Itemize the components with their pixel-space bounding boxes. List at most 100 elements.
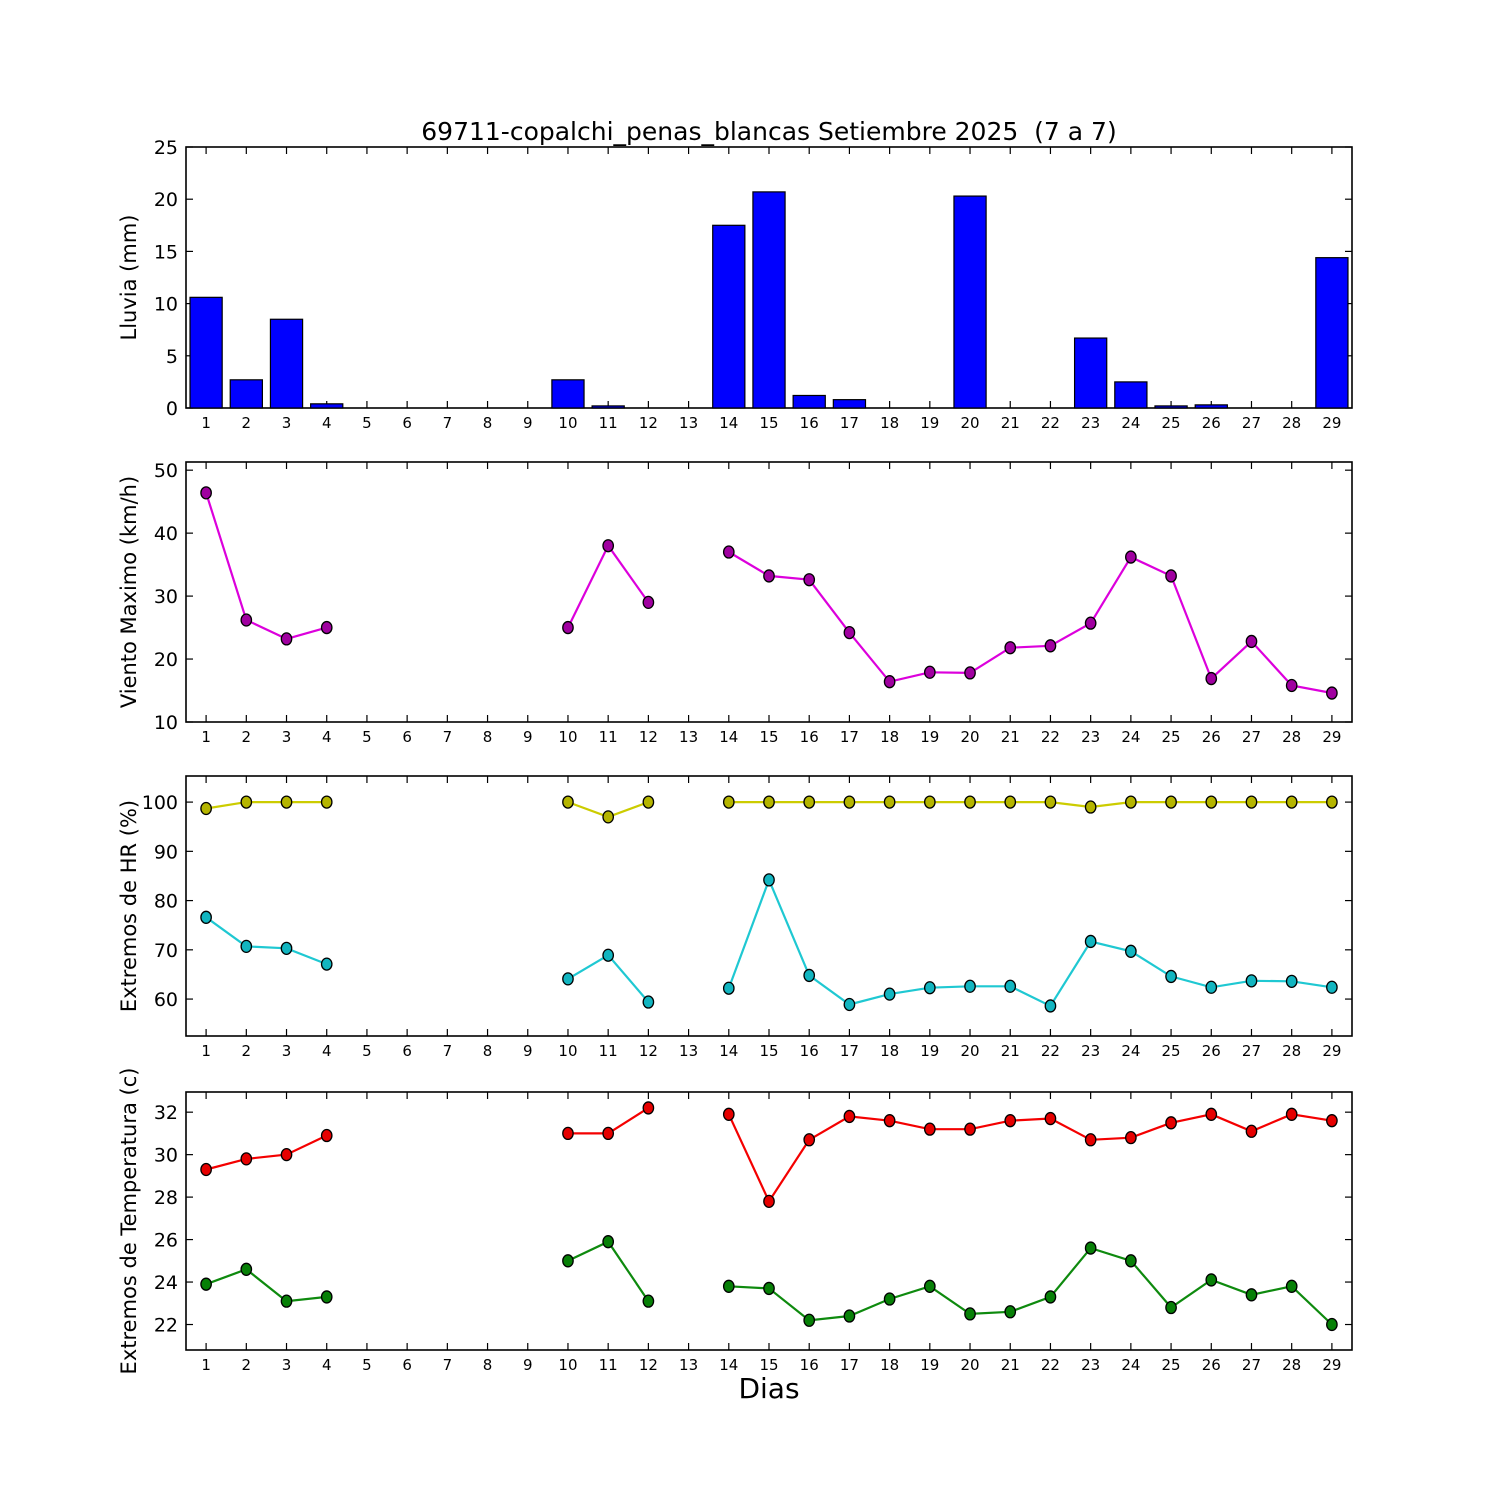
x-tick-label: 24 <box>1121 728 1140 746</box>
marker-temperatura_minima_c <box>803 1313 816 1327</box>
marker-hr_maxima_pct <box>200 801 212 816</box>
x-tick-label: 20 <box>960 728 979 746</box>
x-tick-label: 1 <box>201 1356 211 1374</box>
x-tick-label: 25 <box>1162 728 1181 746</box>
x-tick-label: 14 <box>719 414 738 432</box>
y-tick-label: 30 <box>154 586 178 608</box>
x-tick-label: 26 <box>1202 1042 1221 1060</box>
x-tick-label: 4 <box>322 728 332 746</box>
marker-hr_minima_pct <box>1084 934 1097 949</box>
marker-hr_maxima_pct <box>1326 795 1338 809</box>
marker-viento_maximo_kmh <box>1245 634 1258 649</box>
marker-temperatura_minima_c <box>883 1292 896 1306</box>
x-tick-label: 24 <box>1121 1356 1140 1374</box>
marker-viento_maximo_kmh <box>1165 569 1177 583</box>
x-tick-label: 19 <box>920 414 939 432</box>
x-tick-label: 27 <box>1242 1042 1261 1060</box>
marker-temperatura_minima_c <box>1326 1317 1338 1332</box>
marker-viento_maximo_kmh <box>964 666 976 680</box>
bar-lluvia_mm <box>229 379 263 409</box>
x-tick-label: 20 <box>960 1356 979 1374</box>
marker-hr_maxima_pct <box>642 795 655 809</box>
x-tick-label: 2 <box>242 1356 252 1374</box>
x-tick-label: 6 <box>402 414 412 432</box>
x-tick-label: 7 <box>443 1356 453 1374</box>
marker-viento_maximo_kmh <box>1205 671 1218 686</box>
bar-lluvia_mm <box>1194 404 1228 409</box>
marker-hr_minima_pct <box>883 987 896 1001</box>
marker-temperatura_minima_c <box>642 1294 655 1308</box>
bar-lluvia_mm <box>551 379 585 409</box>
marker-viento_maximo_kmh <box>200 486 212 500</box>
y-tick-label: 50 <box>154 460 178 482</box>
x-tick-label: 23 <box>1081 414 1100 432</box>
x-tick-label: 7 <box>443 1042 453 1060</box>
x-tick-label: 26 <box>1202 728 1221 746</box>
x-tick-label: 5 <box>362 1042 372 1060</box>
y-tick-label: 28 <box>154 1187 178 1209</box>
marker-temperatura_maxima_c <box>1084 1133 1097 1147</box>
x-tick-label: 4 <box>322 1356 332 1374</box>
marker-hr_maxima_pct <box>1044 795 1057 809</box>
x-tick-label: 20 <box>960 414 979 432</box>
x-tick-label: 28 <box>1282 1356 1301 1374</box>
marker-temperatura_minima_c <box>240 1262 253 1276</box>
x-tick-label: 11 <box>599 728 618 746</box>
x-tick-label: 22 <box>1041 1356 1060 1374</box>
y-axis-label: Lluvia (mm) <box>117 215 141 341</box>
marker-hr_minima_pct <box>602 948 615 962</box>
x-tick-label: 29 <box>1322 728 1341 746</box>
marker-temperatura_minima_c <box>320 1290 333 1304</box>
bar-lluvia_mm <box>591 405 625 409</box>
marker-hr_minima_pct <box>722 981 735 995</box>
marker-temperatura_minima_c <box>722 1279 735 1293</box>
x-tick-label: 6 <box>402 1042 412 1060</box>
marker-hr_minima_pct <box>1245 974 1258 988</box>
x-tick-label: 23 <box>1081 1042 1100 1060</box>
marker-viento_maximo_kmh <box>883 675 896 689</box>
x-tick-label: 14 <box>719 1042 738 1060</box>
marker-temperatura_maxima_c <box>602 1126 615 1141</box>
marker-viento_maximo_kmh <box>320 620 333 635</box>
marker-viento_maximo_kmh <box>803 573 816 587</box>
x-tick-label: 13 <box>679 414 698 432</box>
marker-hr_minima_pct <box>923 981 936 995</box>
x-tick-label: 10 <box>558 728 577 746</box>
marker-viento_maximo_kmh <box>763 569 775 583</box>
marker-viento_maximo_kmh <box>1326 686 1338 700</box>
x-tick-label: 1 <box>201 414 211 432</box>
marker-hr_maxima_pct <box>964 795 976 809</box>
marker-temperatura_minima_c <box>964 1307 976 1321</box>
x-tick-label: 29 <box>1322 1042 1341 1060</box>
marker-hr_minima_pct <box>562 972 574 986</box>
marker-temperatura_maxima_c <box>562 1126 574 1141</box>
marker-temperatura_minima_c <box>923 1279 936 1293</box>
y-axis-label: Viento Maximo (km/h) <box>117 476 141 708</box>
x-tick-label: 28 <box>1282 1042 1301 1060</box>
x-tick-label: 12 <box>639 1356 658 1374</box>
x-tick-label: 13 <box>679 1042 698 1060</box>
x-tick-label: 24 <box>1121 414 1140 432</box>
x-tick-label: 16 <box>800 1042 819 1060</box>
marker-temperatura_minima_c <box>763 1281 775 1296</box>
x-tick-label: 26 <box>1202 1356 1221 1374</box>
bar-lluvia_mm <box>752 191 786 409</box>
x-tick-label: 26 <box>1202 414 1221 432</box>
marker-temperatura_maxima_c <box>763 1194 775 1209</box>
marker-temperatura_maxima_c <box>923 1122 936 1136</box>
x-tick-label: 9 <box>523 1356 533 1374</box>
marker-hr_maxima_pct <box>803 795 816 809</box>
marker-viento_maximo_kmh <box>1044 639 1057 653</box>
x-tick-label: 3 <box>282 728 292 746</box>
marker-temperatura_minima_c <box>200 1277 212 1291</box>
x-tick-label: 2 <box>242 414 252 432</box>
x-tick-label: 16 <box>800 1356 819 1374</box>
marker-temperatura_minima_c <box>602 1235 615 1249</box>
x-tick-label: 25 <box>1162 1356 1181 1374</box>
y-tick-label: 70 <box>154 940 178 962</box>
x-tick-label: 23 <box>1081 728 1100 746</box>
marker-hr_minima_pct <box>1125 944 1137 958</box>
x-tick-label: 19 <box>920 728 939 746</box>
x-tick-label: 16 <box>800 728 819 746</box>
y-axis-label: Extremos de Temperatura (c) <box>117 1068 141 1375</box>
